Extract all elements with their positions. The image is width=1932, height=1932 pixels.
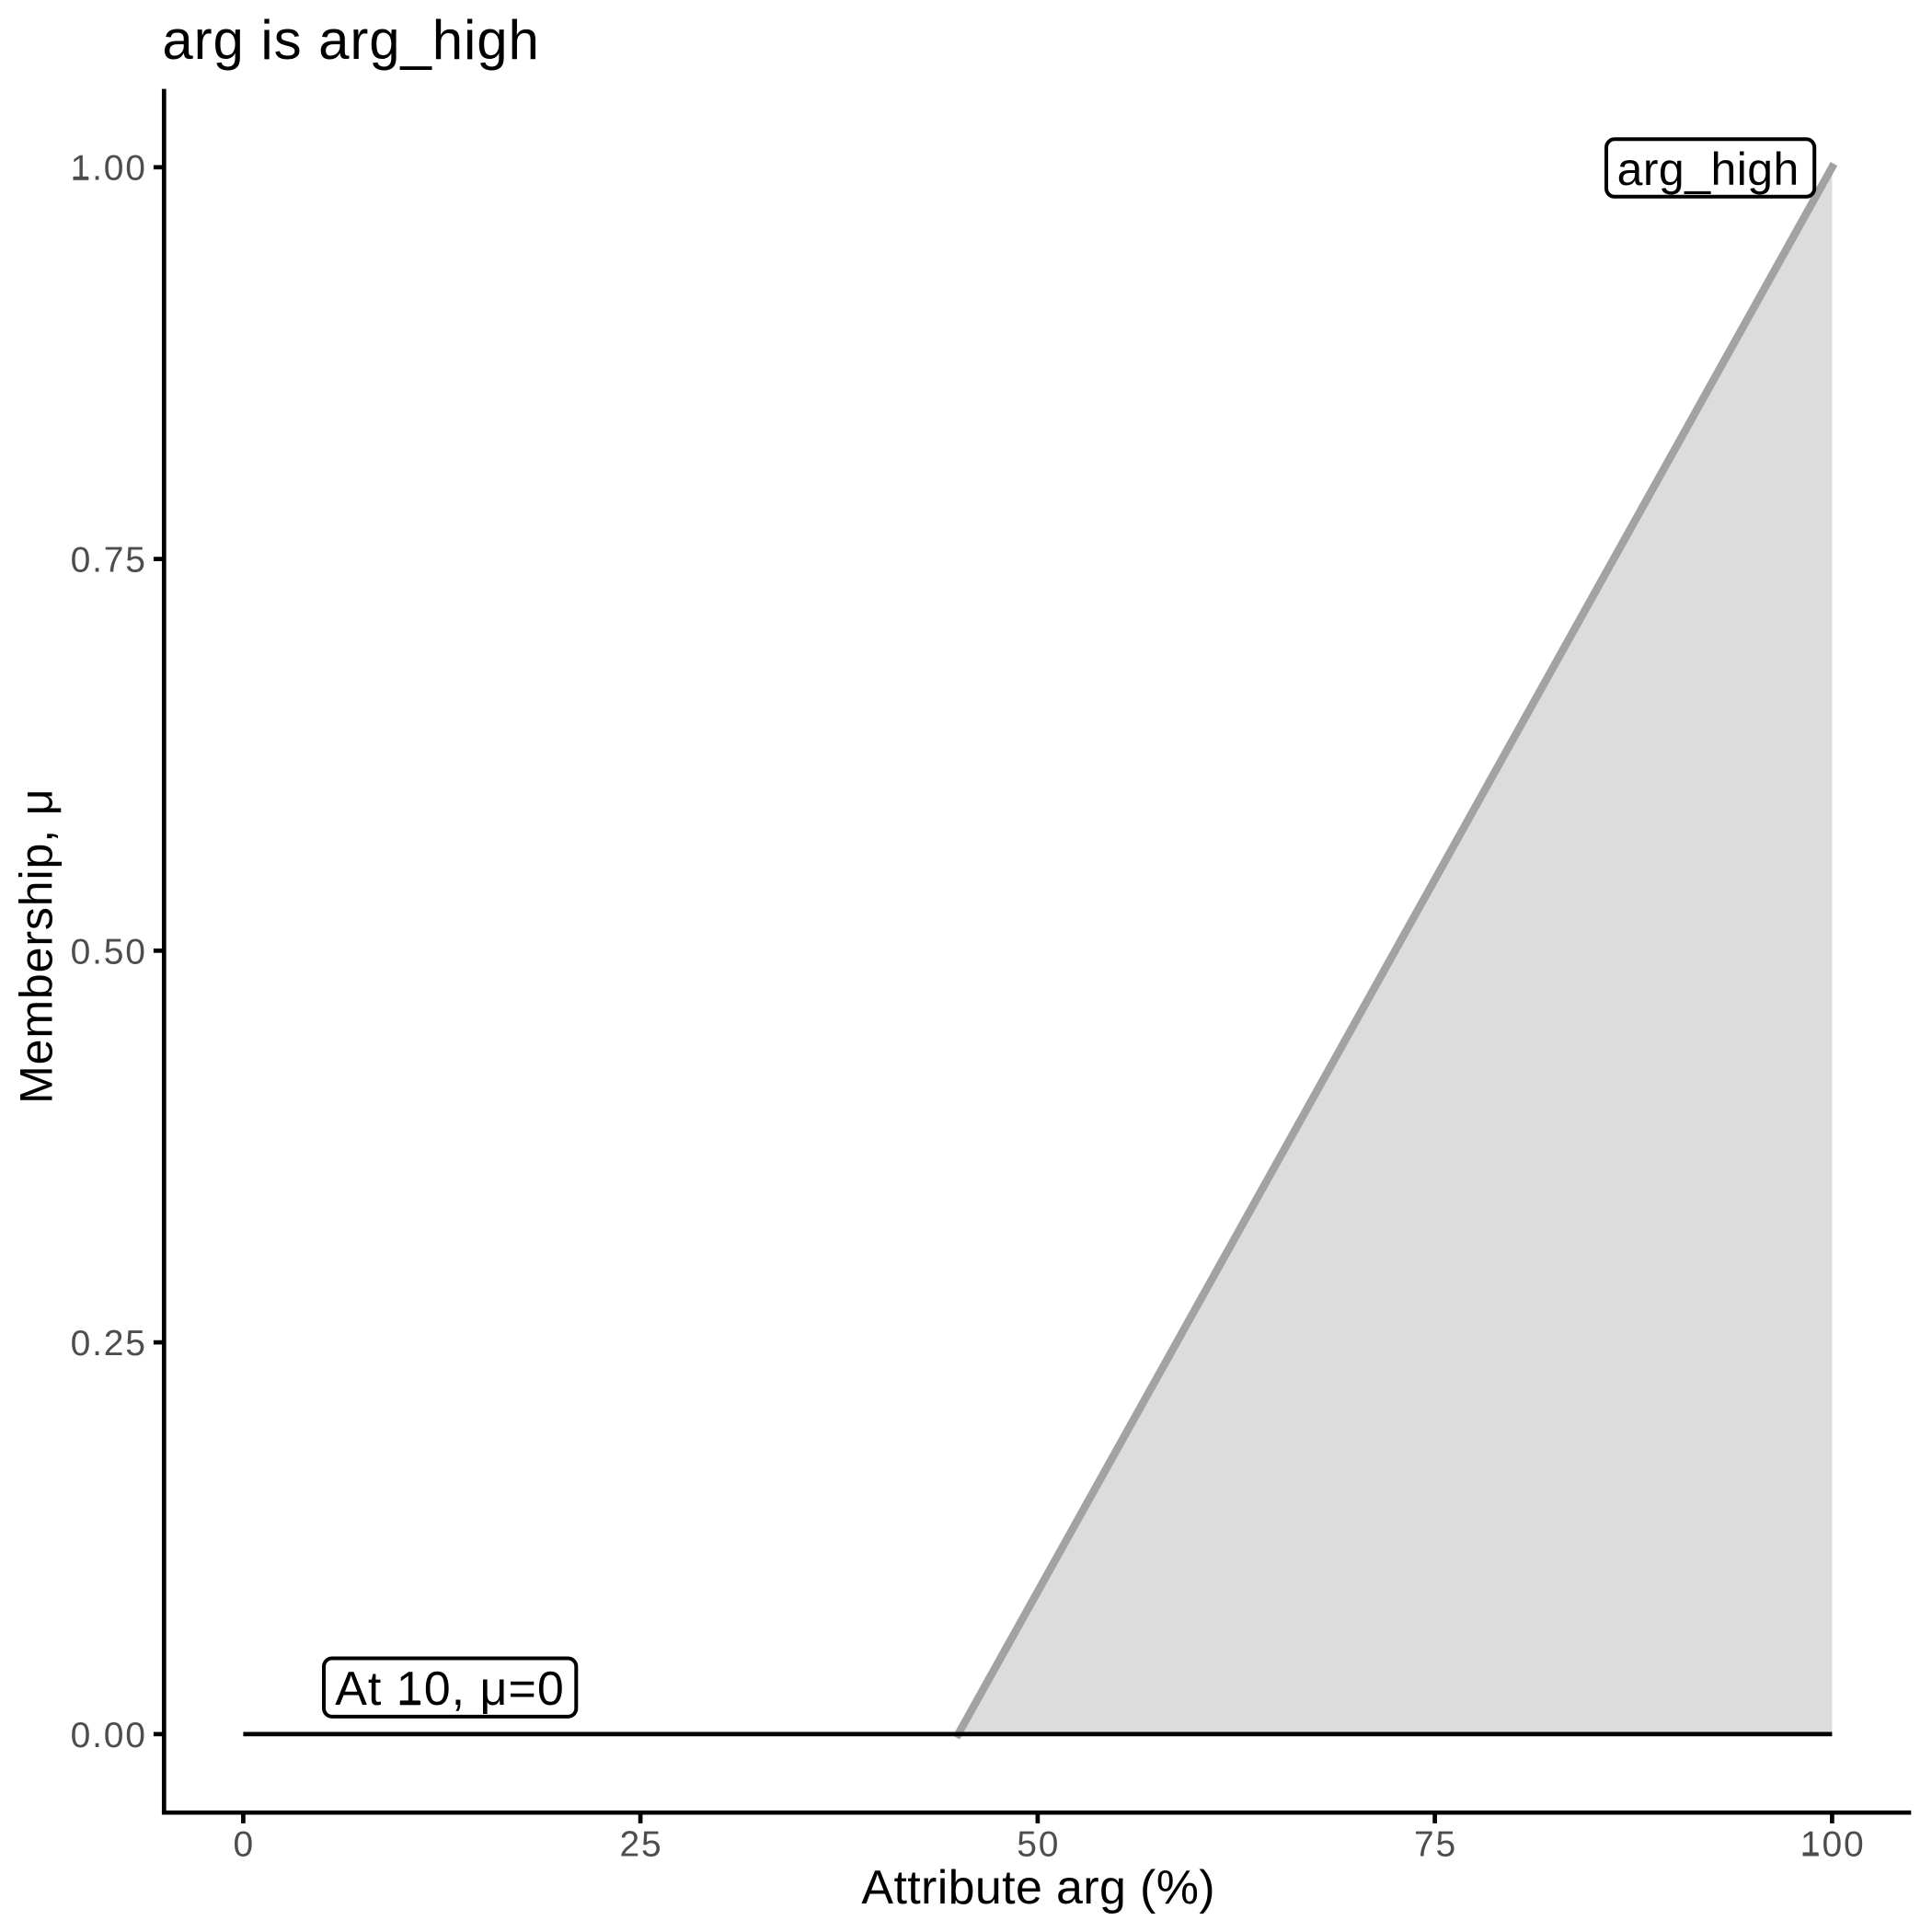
svg-text:0.25: 0.25 — [71, 1324, 147, 1363]
svg-text:0.75: 0.75 — [71, 541, 147, 581]
svg-text:0.00: 0.00 — [71, 1716, 147, 1755]
svg-text:0: 0 — [234, 1824, 254, 1864]
svg-text:Attribute arg (%): Attribute arg (%) — [861, 1861, 1215, 1915]
svg-text:100: 100 — [1800, 1824, 1865, 1864]
svg-text:arg is arg_high: arg is arg_high — [162, 9, 539, 71]
svg-text:0.50: 0.50 — [71, 932, 147, 972]
svg-text:50: 50 — [1017, 1824, 1060, 1864]
svg-text:1.00: 1.00 — [71, 149, 147, 189]
svg-text:75: 75 — [1414, 1824, 1457, 1864]
svg-text:Membership, μ: Membership, μ — [11, 788, 63, 1104]
svg-text:25: 25 — [620, 1824, 663, 1864]
svg-text:At 10, μ=0: At 10, μ=0 — [335, 1662, 565, 1716]
svg-text:arg_high: arg_high — [1617, 144, 1800, 195]
